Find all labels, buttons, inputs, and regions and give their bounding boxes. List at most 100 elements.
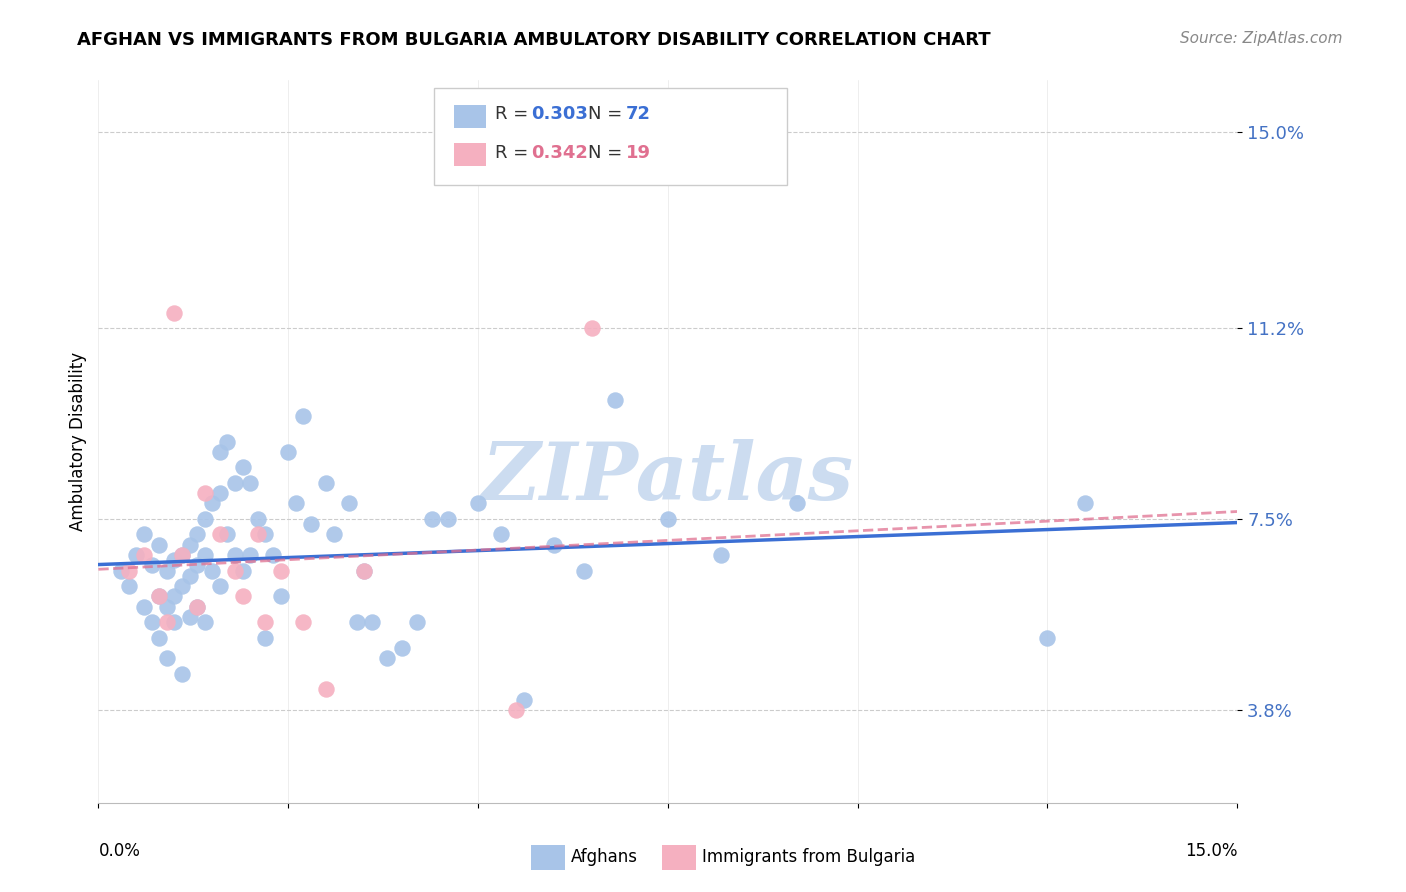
- Point: [170, 666, 193, 681]
- Point: [208, 527, 231, 541]
- Point: [406, 615, 429, 630]
- Point: [239, 475, 262, 490]
- Point: [132, 599, 155, 614]
- Point: [232, 590, 254, 604]
- Point: [292, 615, 315, 630]
- Point: [156, 564, 179, 578]
- Point: [322, 527, 344, 541]
- Point: [186, 558, 208, 573]
- Text: Immigrants from Bulgaria: Immigrants from Bulgaria: [702, 848, 915, 866]
- Point: [118, 579, 141, 593]
- Point: [179, 568, 201, 582]
- Point: [657, 512, 679, 526]
- Point: [148, 590, 170, 604]
- Point: [224, 548, 246, 562]
- Point: [239, 548, 262, 562]
- Point: [194, 615, 217, 630]
- Text: 0.303: 0.303: [531, 105, 588, 123]
- FancyBboxPatch shape: [531, 845, 565, 870]
- Point: [299, 517, 322, 532]
- Point: [156, 615, 179, 630]
- Y-axis label: Ambulatory Disability: Ambulatory Disability: [69, 352, 87, 531]
- Point: [337, 496, 360, 510]
- Point: [208, 579, 231, 593]
- Point: [217, 527, 239, 541]
- Text: N =: N =: [588, 105, 628, 123]
- Point: [224, 564, 246, 578]
- Point: [179, 610, 201, 624]
- Point: [132, 527, 155, 541]
- Point: [217, 434, 239, 449]
- Text: Afghans: Afghans: [571, 848, 638, 866]
- Point: [224, 475, 246, 490]
- Point: [346, 615, 368, 630]
- FancyBboxPatch shape: [662, 845, 696, 870]
- Point: [246, 527, 269, 541]
- Text: 19: 19: [626, 144, 651, 161]
- Point: [315, 682, 337, 697]
- Point: [194, 512, 217, 526]
- Point: [194, 486, 217, 500]
- Text: AFGHAN VS IMMIGRANTS FROM BULGARIA AMBULATORY DISABILITY CORRELATION CHART: AFGHAN VS IMMIGRANTS FROM BULGARIA AMBUL…: [77, 31, 991, 49]
- Point: [581, 321, 603, 335]
- Point: [254, 527, 277, 541]
- Point: [505, 703, 527, 717]
- Point: [208, 486, 231, 500]
- Point: [132, 548, 155, 562]
- Point: [422, 512, 444, 526]
- Text: R =: R =: [495, 105, 534, 123]
- Point: [170, 548, 193, 562]
- Point: [467, 496, 489, 510]
- Point: [284, 496, 307, 510]
- Point: [163, 305, 186, 319]
- Point: [125, 548, 148, 562]
- Point: [186, 599, 208, 614]
- Point: [254, 631, 277, 645]
- Point: [163, 553, 186, 567]
- Point: [277, 445, 299, 459]
- Point: [148, 631, 170, 645]
- Point: [148, 590, 170, 604]
- Point: [194, 548, 217, 562]
- Point: [156, 651, 179, 665]
- Point: [163, 615, 186, 630]
- Point: [710, 548, 733, 562]
- Point: [179, 538, 201, 552]
- Text: R =: R =: [495, 144, 534, 161]
- Point: [270, 564, 292, 578]
- Point: [1036, 631, 1059, 645]
- Point: [315, 475, 337, 490]
- Point: [141, 615, 163, 630]
- Point: [254, 615, 277, 630]
- Text: 72: 72: [626, 105, 651, 123]
- FancyBboxPatch shape: [434, 87, 787, 185]
- Text: 0.342: 0.342: [531, 144, 588, 161]
- Point: [786, 496, 808, 510]
- Point: [208, 445, 231, 459]
- Point: [436, 512, 458, 526]
- FancyBboxPatch shape: [454, 104, 485, 128]
- Point: [353, 564, 375, 578]
- Point: [391, 640, 413, 655]
- Point: [375, 651, 398, 665]
- Point: [141, 558, 163, 573]
- Point: [512, 692, 534, 706]
- Point: [246, 512, 269, 526]
- Point: [148, 538, 170, 552]
- Point: [603, 393, 626, 408]
- Point: [353, 564, 375, 578]
- Point: [201, 496, 224, 510]
- Point: [574, 564, 596, 578]
- Point: [270, 590, 292, 604]
- Point: [186, 599, 208, 614]
- Point: [156, 599, 179, 614]
- Point: [163, 590, 186, 604]
- Text: Source: ZipAtlas.com: Source: ZipAtlas.com: [1180, 31, 1343, 46]
- Text: N =: N =: [588, 144, 628, 161]
- Point: [110, 564, 132, 578]
- Point: [232, 460, 254, 475]
- Point: [262, 548, 284, 562]
- Point: [232, 564, 254, 578]
- Point: [186, 527, 208, 541]
- Point: [201, 564, 224, 578]
